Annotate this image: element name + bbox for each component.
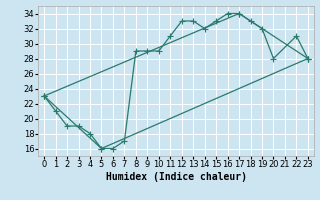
X-axis label: Humidex (Indice chaleur): Humidex (Indice chaleur) [106, 172, 246, 182]
